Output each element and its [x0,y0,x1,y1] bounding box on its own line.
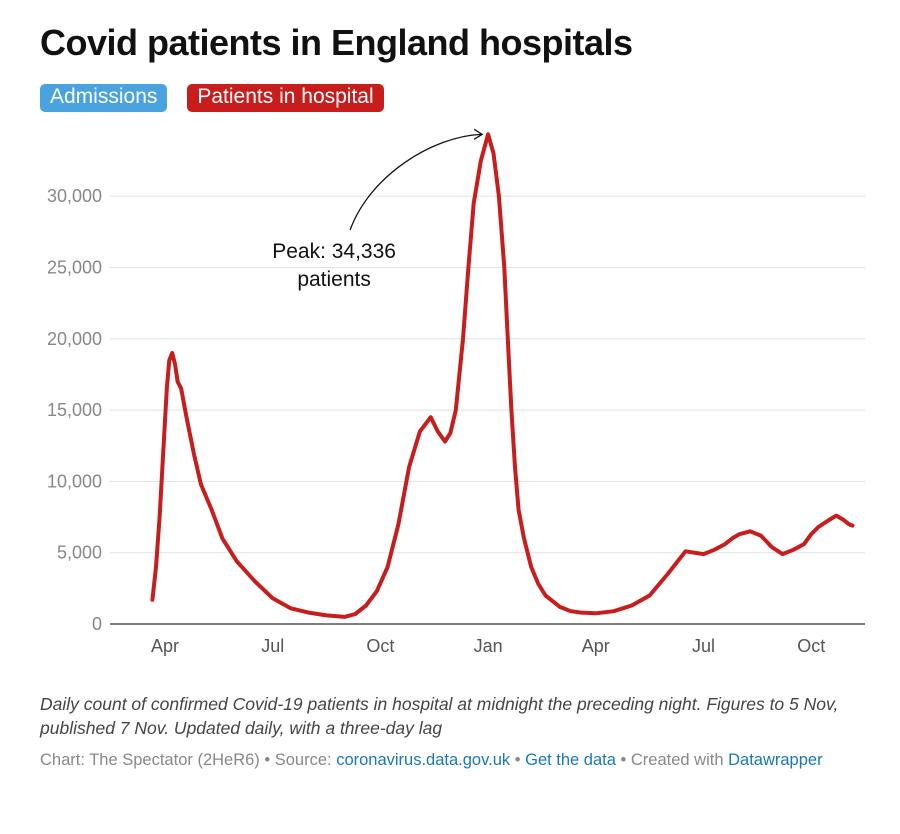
y-tick-label: 30,000 [47,186,102,206]
chart-title: Covid patients in England hospitals [40,22,633,63]
chart-description: Daily count of confirmed Covid-19 patien… [40,694,839,738]
source-link[interactable]: coronavirus.data.gov.uk [336,751,511,769]
y-tick-label: 5,000 [57,543,102,563]
peak-annotation-label: Peak: 34,336 [272,240,396,263]
y-tick-label: 25,000 [47,257,102,277]
y-axis-ticks: 0 5,000 10,000 15,000 20,000 25,000 30,000 [47,186,102,634]
y-tick-label: 0 [92,614,102,634]
x-tick-label: Jul [692,636,715,656]
datawrapper-link[interactable]: Datawrapper [728,751,823,769]
created-with-text: • Created with [615,751,729,769]
credit-text: Chart: The Spectator (2HeR6) • Source: [40,751,337,769]
y-tick-label: 20,000 [47,329,102,349]
x-tick-label: Jan [474,636,503,656]
peak-annotation-arrowhead [473,128,484,140]
gridlines [110,195,865,554]
get-the-data-link[interactable]: Get the data [525,751,616,769]
x-tick-label: Apr [151,636,179,656]
patients-in-hospital-line [150,132,855,619]
peak-annotation-arrow [349,133,482,231]
y-tick-label: 15,000 [47,400,102,420]
chart-footer: Chart: The Spectator (2HeR6) • Source: c… [40,748,860,772]
x-tick-label: Oct [797,636,825,656]
x-axis-ticks: Apr Jul Oct Jan Apr Jul Oct [151,636,825,656]
x-tick-label: Apr [582,636,610,656]
series-toggle-group: Admissions Patients in hospital [40,84,384,112]
peak-annotation-sublabel: patients [297,268,371,291]
footer-separator: • [510,751,526,769]
admissions-toggle[interactable]: Admissions [40,84,168,112]
x-tick-label: Jul [261,636,284,656]
x-tick-label: Oct [366,636,394,656]
patients-in-hospital-toggle[interactable]: Patients in hospital [187,84,384,112]
y-tick-label: 10,000 [47,471,102,491]
